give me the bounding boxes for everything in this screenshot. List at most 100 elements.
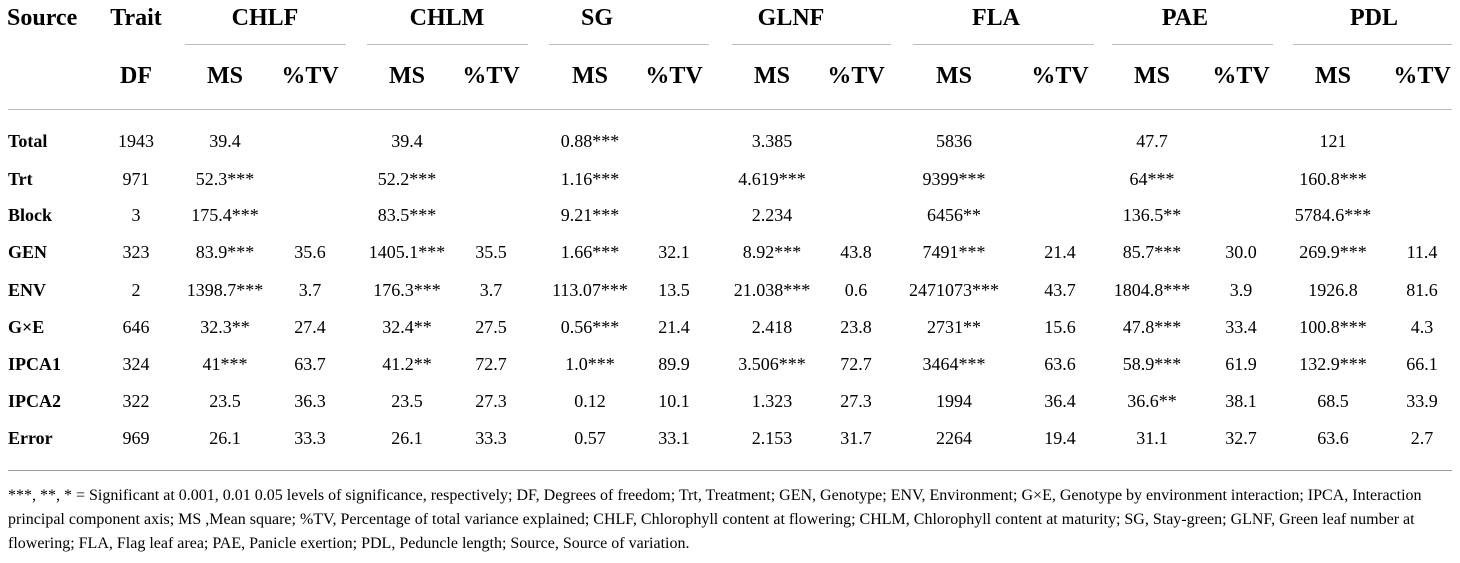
cell-tv: 36.4: [1044, 391, 1076, 411]
header-group-rule: [1112, 44, 1273, 45]
cell-ms: 160.8***: [1299, 169, 1367, 189]
cell-tv: 31.7: [840, 428, 872, 448]
cell-ms: 1405.1***: [368, 242, 446, 262]
anova-table: Source Trait CHLF CHLM SG GLNF FLA PAE PDL DF MS %T…: [7, 5, 1452, 471]
cell-ms: 26.1: [209, 428, 241, 448]
cell-df: 646: [122, 317, 150, 337]
cell-ms: 1.0***: [565, 354, 615, 374]
cell-tv: 13.5: [658, 280, 690, 300]
cell-tv: 33.3: [475, 428, 507, 448]
header-group-rule: [1293, 44, 1452, 45]
header-trait-chlf: CHLF: [231, 5, 299, 31]
header-trait: Trait: [110, 5, 162, 31]
cell-ms: 83.9***: [195, 242, 255, 262]
cell-ms: 0.12: [574, 391, 606, 411]
cell-tv: 27.4: [294, 317, 326, 337]
header-ms: MS: [754, 63, 790, 89]
cell-ms: 8.92***: [742, 242, 802, 262]
cell-ms: 136.5**: [1122, 205, 1182, 225]
cell-ms: 85.7***: [1122, 242, 1182, 262]
cell-ms: 176.3***: [373, 280, 441, 300]
header-group-rule: [913, 44, 1094, 45]
cell-ms: 1.323: [751, 391, 793, 411]
cell-ms: 1994: [936, 391, 972, 411]
cell-tv: 72.7: [840, 354, 872, 374]
cell-ms: 0.56***: [560, 317, 620, 337]
cell-tv: 43.8: [840, 242, 872, 262]
cell-tv: 72.7: [475, 354, 507, 374]
row-label: IPCA2: [8, 391, 61, 411]
cell-ms: 100.8***: [1299, 317, 1367, 337]
cell-ms: 41***: [202, 354, 248, 374]
cell-tv: 3.7: [479, 280, 503, 300]
cell-ms: 63.6: [1317, 428, 1349, 448]
row-label: IPCA1: [8, 354, 61, 374]
cell-df: 322: [122, 391, 150, 411]
cell-tv: 61.9: [1225, 354, 1257, 374]
cell-ms: 2.153: [751, 428, 793, 448]
cell-tv: 32.7: [1225, 428, 1257, 448]
cell-ms: 0.88***: [560, 131, 620, 151]
cell-tv: 2.7: [1410, 428, 1434, 448]
header-tv: %TV: [462, 63, 520, 89]
header-group-rule: [549, 44, 709, 45]
cell-ms: 2.418: [751, 317, 793, 337]
header-df: DF: [120, 63, 152, 89]
header-trait-pae: PAE: [1161, 5, 1209, 31]
row-label: Total: [8, 131, 48, 151]
cell-tv: 89.9: [658, 354, 690, 374]
cell-tv: 10.1: [658, 391, 690, 411]
cell-ms: 3464***: [922, 354, 986, 374]
cell-df: 971: [122, 169, 150, 189]
cell-ms: 2731**: [927, 317, 981, 337]
row-label: Trt: [8, 169, 33, 189]
cell-ms: 39.4: [209, 131, 241, 151]
cell-ms: 36.6**: [1127, 391, 1177, 411]
header-group-rule: [185, 44, 346, 45]
header-ms: MS: [1315, 63, 1351, 89]
cell-df: 969: [122, 428, 150, 448]
cell-tv: 3.9: [1229, 280, 1253, 300]
header-ms: MS: [936, 63, 972, 89]
cell-ms: 83.5***: [377, 205, 437, 225]
header-trait-fla: FLA: [972, 5, 1020, 31]
header-trait-chlm: CHLM: [409, 5, 485, 31]
header-bottom-rule: [8, 109, 1452, 110]
header-group-rule: [732, 44, 891, 45]
cell-df: 2: [131, 280, 141, 300]
cell-ms: 0.57: [574, 428, 606, 448]
cell-ms: 2471073***: [909, 280, 999, 300]
cell-ms: 4.619***: [738, 169, 806, 189]
cell-ms: 5784.6***: [1294, 205, 1372, 225]
row-label: Error: [8, 428, 53, 448]
cell-tv: 3.7: [298, 280, 322, 300]
cell-ms: 269.9***: [1299, 242, 1367, 262]
cell-ms: 64***: [1129, 169, 1175, 189]
cell-tv: 27.5: [475, 317, 507, 337]
cell-ms: 41.2**: [382, 354, 432, 374]
cell-tv: 33.4: [1225, 317, 1257, 337]
cell-ms: 3.385: [751, 131, 793, 151]
cell-ms: 1804.8***: [1113, 280, 1191, 300]
cell-tv: 23.8: [840, 317, 872, 337]
cell-ms: 9399***: [922, 169, 986, 189]
cell-tv: 30.0: [1225, 242, 1257, 262]
table-bottom-rule: [8, 470, 1452, 471]
cell-tv: 35.5: [475, 242, 507, 262]
cell-tv: 11.4: [1406, 242, 1438, 262]
cell-tv: 43.7: [1044, 280, 1076, 300]
cell-tv: 38.1: [1225, 391, 1257, 411]
cell-tv: 21.4: [1044, 242, 1076, 262]
row-label: GEN: [8, 242, 48, 262]
header-tv: %TV: [1031, 63, 1089, 89]
cell-tv: 4.3: [1410, 317, 1434, 337]
cell-ms: 52.3***: [195, 169, 255, 189]
cell-ms: 132.9***: [1299, 354, 1367, 374]
header-ms: MS: [389, 63, 425, 89]
header-tv: %TV: [645, 63, 703, 89]
cell-ms: 39.4: [391, 131, 423, 151]
cell-ms: 32.4**: [382, 317, 432, 337]
cell-ms: 7491***: [922, 242, 986, 262]
header-source: Source: [7, 5, 78, 31]
cell-ms: 9.21***: [560, 205, 620, 225]
